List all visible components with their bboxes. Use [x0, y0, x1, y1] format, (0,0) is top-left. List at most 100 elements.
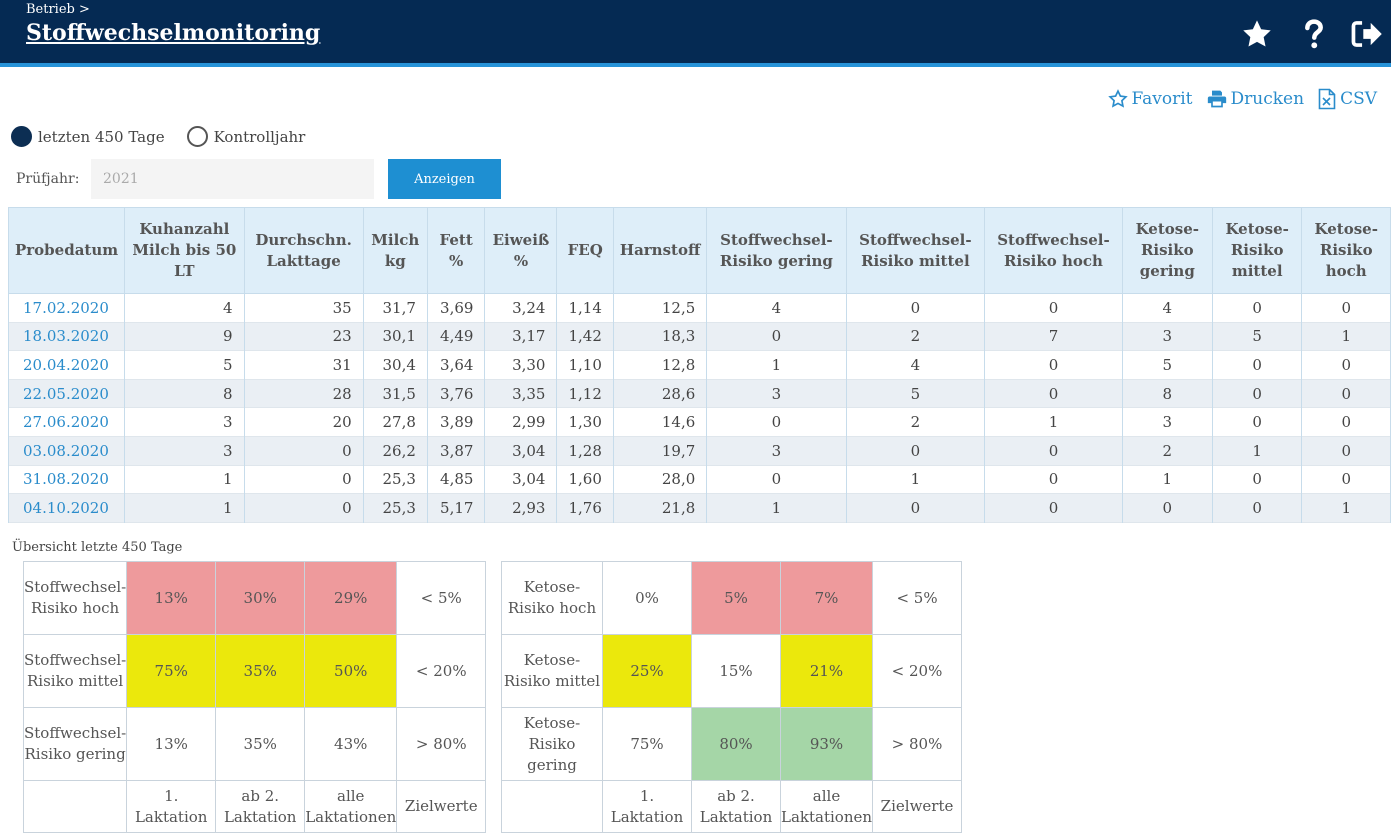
matrix-column-label: ab 2. Laktation — [215, 780, 306, 833]
matrix-value-cell: 29% — [304, 561, 398, 635]
matrix-target-cell: < 20% — [872, 634, 963, 708]
cell-feq: 1,42 — [556, 322, 614, 351]
cell-kuhanzahl: 1 — [124, 493, 245, 523]
cell-eiweiss: 3,35 — [484, 379, 558, 408]
cell-sw-mittel: 0 — [845, 293, 986, 323]
star-outline-icon — [1107, 89, 1128, 108]
cell-lakttage: 0 — [243, 493, 364, 523]
cell-eiweiss: 3,17 — [484, 322, 558, 351]
column-header-eiweiss: Eiweiß % — [484, 207, 558, 294]
matrix-value-cell: 13% — [126, 707, 217, 781]
date-link[interactable]: 20.04.2020 — [7, 350, 126, 380]
table-row: 18.03.2020 9 23 30,1 4,49 3,17 1,42 18,3 0 2 7 3 5 1 — [7, 322, 1391, 351]
cell-ketose-gering: 8 — [1121, 379, 1213, 408]
date-link[interactable]: 18.03.2020 — [7, 322, 126, 351]
matrix-value-cell: 35% — [215, 707, 306, 781]
cell-ketose-hoch: 0 — [1301, 436, 1391, 466]
cell-lakttage: 0 — [243, 465, 364, 494]
radio-control-year-label: Kontrolljahr — [213, 127, 306, 146]
favorite-button[interactable]: Favorit — [1107, 88, 1193, 110]
cell-sw-gering: 0 — [706, 465, 847, 494]
cell-ketose-gering: 3 — [1121, 407, 1213, 437]
breadcrumb[interactable]: Betrieb > — [26, 2, 90, 17]
cell-milch: 25,3 — [362, 493, 428, 523]
column-header-probedatum: Probedatum — [7, 207, 126, 294]
cell-sw-hoch: 0 — [984, 293, 1123, 323]
cell-feq: 1,60 — [556, 465, 614, 494]
matrix-target-cell: > 80% — [872, 707, 963, 781]
column-header-sw-gering: Stoffwechsel-Risiko gering — [706, 207, 847, 294]
cell-ketose-gering: 5 — [1121, 350, 1213, 380]
ketose-overview-table: Ketose-Risiko hoch 0% 5% 7% < 5% Ketose-Risik… — [501, 561, 963, 833]
cell-ketose-hoch: 0 — [1301, 350, 1391, 380]
table-body: 17.02.2020 4 35 31,7 3,69 3,24 1,14 12,5 4 0 0 4 0 0 1… — [7, 293, 1391, 523]
cell-lakttage: 23 — [243, 322, 364, 351]
table-row: 03.08.2020 3 0 26,2 3,87 3,04 1,28 19,7 3 0 0 2 1 0 — [7, 436, 1391, 466]
matrix-column-label: ab 2. Laktation — [691, 780, 781, 833]
matrix-value-cell: 50% — [304, 634, 398, 708]
column-header-milch: Milch kg — [362, 207, 428, 294]
printer-icon — [1207, 90, 1226, 108]
matrix-value-cell: 80% — [691, 707, 781, 781]
cell-feq: 1,12 — [556, 379, 614, 408]
cell-kuhanzahl: 3 — [124, 436, 245, 466]
column-header-ketose-hoch: Ketose-Risiko hoch — [1301, 207, 1391, 294]
cell-ketose-mittel: 0 — [1211, 293, 1303, 323]
date-link[interactable]: 04.10.2020 — [7, 493, 126, 523]
cell-lakttage: 31 — [243, 350, 364, 380]
cell-feq: 1,76 — [556, 493, 614, 523]
cell-harnstoff: 28,6 — [612, 379, 708, 408]
cell-sw-mittel: 5 — [845, 379, 986, 408]
cell-fett: 3,64 — [426, 350, 486, 380]
cell-fett: 3,76 — [426, 379, 486, 408]
csv-label: CSV — [1340, 89, 1377, 109]
matrix-value-cell: 35% — [215, 634, 306, 708]
matrix-row-label: Ketose-Risiko hoch — [501, 561, 603, 635]
cell-ketose-gering: 2 — [1121, 436, 1213, 466]
cell-milch: 31,7 — [362, 293, 428, 323]
cell-harnstoff: 21,8 — [612, 493, 708, 523]
matrix-value-cell: 93% — [779, 707, 874, 781]
matrix-value-cell: 13% — [126, 561, 217, 635]
cell-harnstoff: 12,5 — [612, 293, 708, 323]
csv-file-icon — [1318, 88, 1336, 110]
date-link[interactable]: 31.08.2020 — [7, 465, 126, 494]
date-link[interactable]: 27.06.2020 — [7, 407, 126, 437]
help-icon[interactable] — [1298, 17, 1330, 51]
csv-button[interactable]: CSV — [1318, 88, 1377, 110]
star-icon[interactable] — [1241, 17, 1273, 51]
matrix-value-cell: 43% — [304, 707, 398, 781]
cell-lakttage: 28 — [243, 379, 364, 408]
date-link[interactable]: 03.08.2020 — [7, 436, 126, 466]
column-header-sw-hoch: Stoffwechsel-Risiko hoch — [984, 207, 1123, 294]
cell-sw-mittel: 1 — [845, 465, 986, 494]
cell-sw-hoch: 0 — [984, 436, 1123, 466]
cell-fett: 4,85 — [426, 465, 486, 494]
matrix-footer-row: 1. Laktation ab 2. Laktation alle Laktatio… — [501, 780, 963, 833]
matrix-row: Stoffwechsel-Risiko mittel 75% 35% 50% < 20% — [22, 634, 487, 708]
logout-icon[interactable] — [1351, 17, 1383, 51]
year-input[interactable] — [91, 159, 374, 199]
date-link[interactable]: 17.02.2020 — [7, 293, 126, 323]
radio-unchecked-icon — [186, 126, 208, 147]
cell-kuhanzahl: 1 — [124, 465, 245, 494]
app-header: Betrieb > Stoffwechselmonitoring — [0, 0, 1391, 67]
cell-sw-mittel: 4 — [845, 350, 986, 380]
cell-ketose-gering: 1 — [1121, 465, 1213, 494]
radio-last-450-days[interactable]: letzten 450 Tage — [11, 126, 165, 147]
radio-last-450-days-label: letzten 450 Tage — [38, 127, 165, 146]
show-button[interactable]: Anzeigen — [388, 159, 501, 199]
cell-fett: 4,49 — [426, 322, 486, 351]
action-bar: Favorit Drucken CSV — [1107, 88, 1377, 110]
date-link[interactable]: 22.05.2020 — [7, 379, 126, 408]
cell-milch: 26,2 — [362, 436, 428, 466]
cell-fett: 3,69 — [426, 293, 486, 323]
matrix-column-label: alle Laktationen — [304, 780, 398, 833]
cell-kuhanzahl: 4 — [124, 293, 245, 323]
matrix-row-label: Stoffwechsel-Risiko gering — [22, 707, 128, 781]
print-button[interactable]: Drucken — [1207, 88, 1304, 110]
cell-sw-hoch: 0 — [984, 350, 1123, 380]
overview-caption: Übersicht letzte 450 Tage — [12, 540, 183, 555]
cell-sw-gering: 3 — [706, 436, 847, 466]
radio-control-year[interactable]: Kontrolljahr — [186, 126, 306, 147]
